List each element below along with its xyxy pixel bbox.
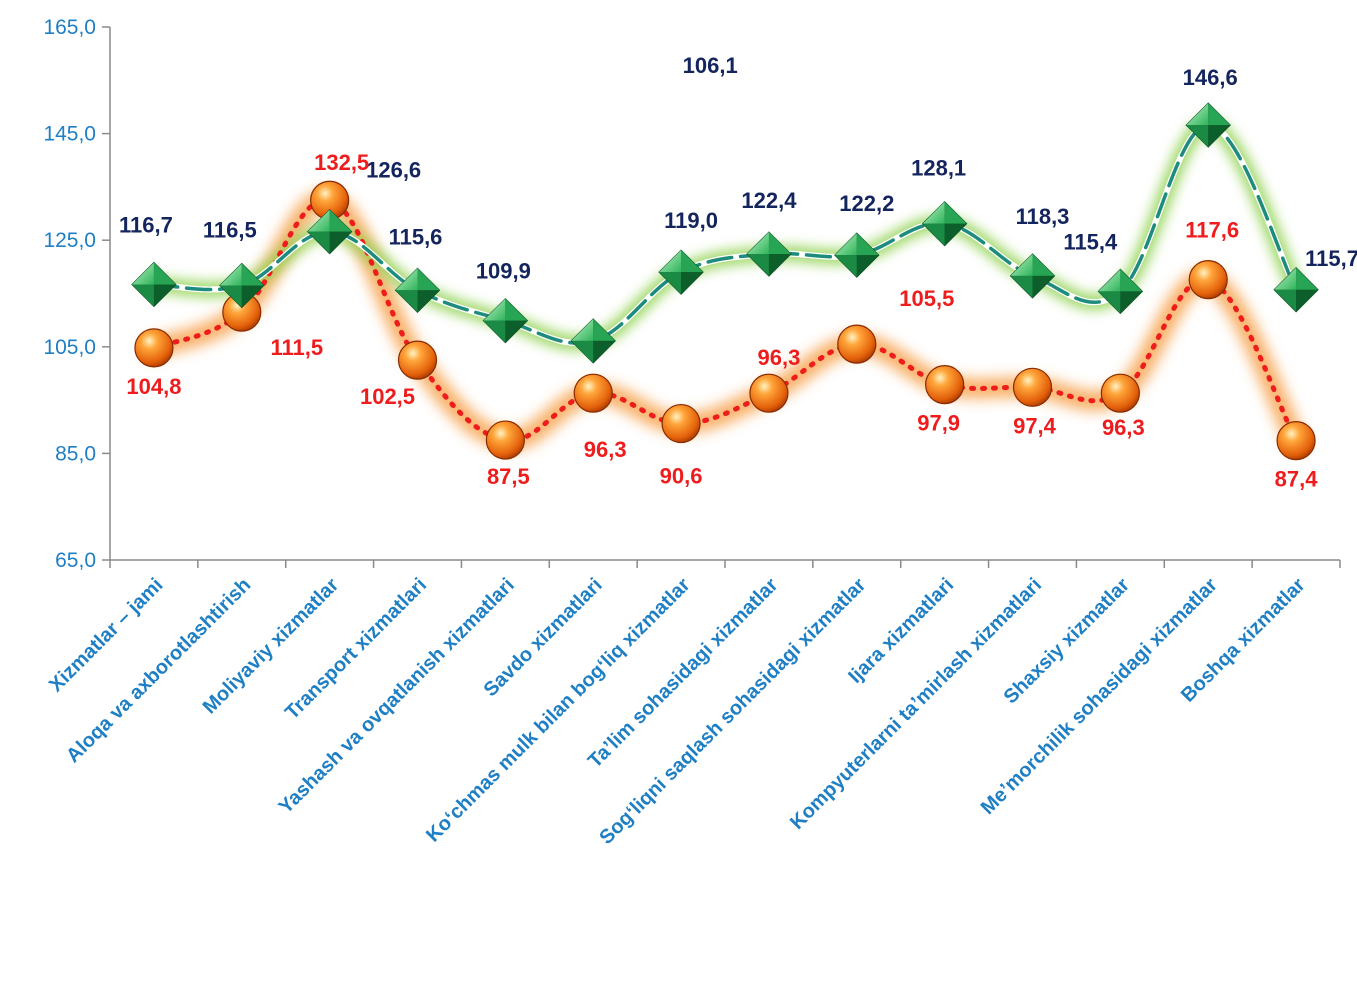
series-1-point bbox=[573, 373, 613, 413]
series-1-point bbox=[1012, 367, 1053, 407]
y-axis: 65,0 85,0 105,0 125,0 145,0 165,0 bbox=[43, 16, 111, 572]
category-label: Taʼlim sohasidagi xizmatlar bbox=[584, 574, 783, 773]
series-0-data-label: 115,7 bbox=[1305, 246, 1357, 271]
y-tick-label: 165,0 bbox=[43, 16, 96, 39]
y-tick-label: 105,0 bbox=[43, 336, 96, 359]
series-0-data-label: 116,7 bbox=[119, 212, 173, 237]
series-1-point bbox=[1276, 421, 1316, 461]
series-1-data-label: 111,5 bbox=[270, 335, 323, 360]
y-tick-label: 145,0 bbox=[43, 123, 96, 146]
series-1-data-label: 97,9 bbox=[917, 411, 960, 436]
series-0-data-label: 118,3 bbox=[1016, 204, 1070, 229]
series-1-point bbox=[661, 403, 701, 444]
series-1-point bbox=[1100, 373, 1140, 413]
series-0-point bbox=[1273, 267, 1319, 313]
y-tick-label: 65,0 bbox=[55, 549, 96, 572]
x-axis bbox=[109, 559, 1341, 568]
series-1-point bbox=[1188, 260, 1228, 300]
series-0-point bbox=[306, 208, 353, 255]
series-1-data-label: 96,3 bbox=[1102, 415, 1145, 440]
series-0-point bbox=[1185, 102, 1231, 148]
series-1-data-label: 96,3 bbox=[584, 437, 627, 462]
series-0-point bbox=[1009, 253, 1056, 299]
series-0-data-label: 128,1 bbox=[911, 156, 966, 181]
series-0-point bbox=[219, 262, 265, 309]
series-0-data-label: 122,2 bbox=[839, 191, 894, 216]
category-label: Aloqa va axborotlashtirish bbox=[62, 574, 255, 767]
series-1-data-label: 117,6 bbox=[1185, 218, 1239, 243]
series-1-point bbox=[837, 324, 877, 364]
series-0-point bbox=[658, 249, 704, 295]
series-0-data-label: 115,4 bbox=[1063, 229, 1118, 254]
series-0-point bbox=[746, 231, 792, 277]
series-1-point bbox=[925, 365, 965, 405]
series-0-point bbox=[834, 232, 880, 278]
series-0-line bbox=[152, 123, 1298, 345]
series-0-data-label: 116,5 bbox=[203, 218, 257, 243]
series-1-point bbox=[485, 420, 525, 460]
series-1-line bbox=[151, 197, 1299, 444]
series-1-data-label: 90,6 bbox=[660, 464, 703, 489]
series-1-data-label: 87,5 bbox=[487, 464, 530, 489]
series-1-point bbox=[134, 328, 174, 368]
series-0-point bbox=[921, 200, 968, 247]
series-0-point bbox=[482, 297, 529, 344]
series-1-data-label: 132,5 bbox=[314, 150, 369, 175]
category-label: Transport xizmatlari bbox=[281, 574, 431, 724]
series-0-data-label: 126,6 bbox=[366, 158, 421, 183]
series-0-point bbox=[131, 261, 177, 308]
series-1-point bbox=[397, 340, 438, 380]
y-tick-label: 85,0 bbox=[55, 442, 96, 465]
series-0-data-label: 119,0 bbox=[664, 208, 718, 233]
series-0-point bbox=[570, 318, 616, 364]
series-1-data-label: 96,3 bbox=[758, 345, 801, 370]
series-1-data-label: 102,5 bbox=[360, 384, 415, 409]
series-0-point bbox=[1097, 268, 1144, 315]
series-0-data-label: 122,4 bbox=[741, 188, 797, 213]
series-0-data-label: 106,1 bbox=[683, 53, 738, 78]
series-1-data-label: 97,4 bbox=[1013, 413, 1057, 438]
series-1-data-label: 105,5 bbox=[899, 286, 954, 311]
series-0-point bbox=[394, 267, 441, 314]
series-1-point bbox=[749, 373, 789, 413]
series-0-data-label: 146,6 bbox=[1183, 65, 1238, 90]
series-0-data-label: 109,9 bbox=[476, 259, 531, 284]
series-0-data-label: 115,6 bbox=[389, 224, 443, 249]
series-1-data-label: 104,8 bbox=[126, 374, 181, 399]
y-tick-label: 125,0 bbox=[43, 229, 96, 252]
series-1-data-label: 87,4 bbox=[1275, 467, 1319, 492]
